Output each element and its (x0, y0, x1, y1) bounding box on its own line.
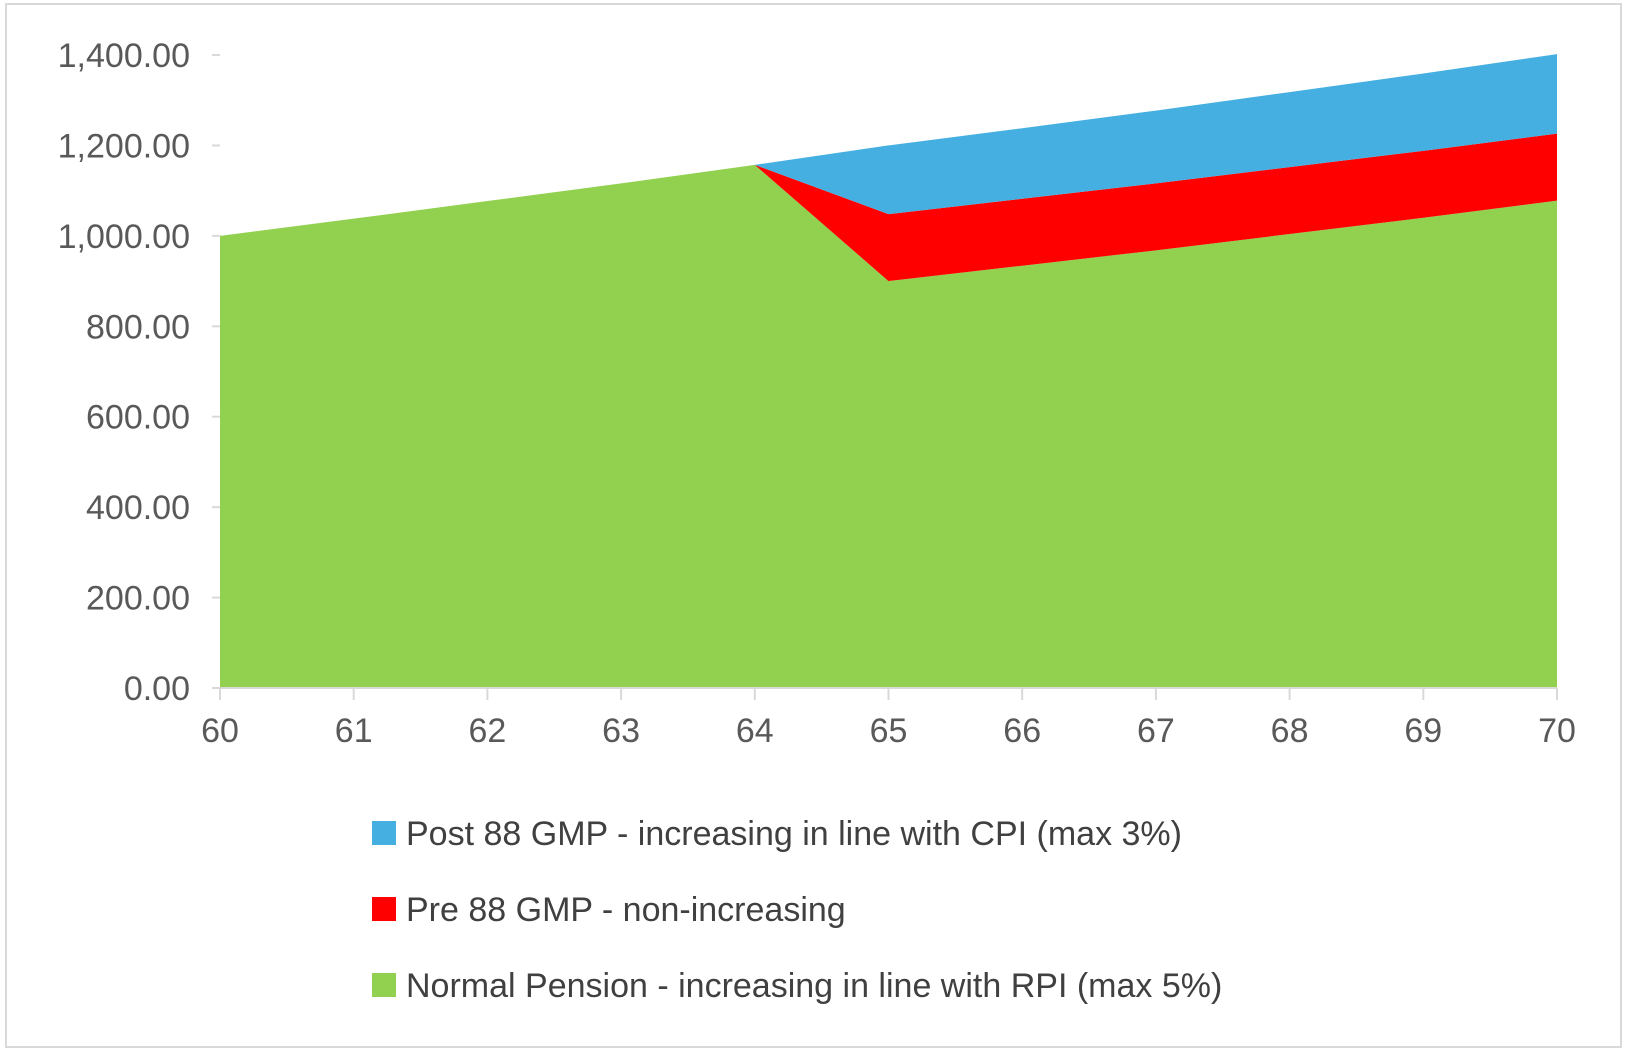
y-tick-label: 1,400.00 (58, 37, 190, 75)
x-tick-label: 70 (1538, 712, 1576, 750)
y-tick-label: 1,200.00 (58, 127, 190, 165)
legend-swatch (372, 973, 396, 997)
area-pre-88-gmp-non-increasing (220, 133, 1557, 282)
x-tick-label: 68 (1271, 712, 1309, 750)
axes: 60 61 62 63 64 65 66 67 68 69 70 0.00 200.00 400.00 60… (58, 37, 1576, 750)
legend-label: Post 88 GMP - increasing in line with CP… (406, 815, 1182, 853)
y-tick-label: 600.00 (86, 399, 190, 437)
y-tick-label: 200.00 (86, 580, 190, 618)
x-tick-label: 67 (1137, 712, 1175, 750)
x-tick-label: 60 (201, 712, 239, 750)
legend-swatch (372, 897, 396, 921)
x-tick-label: 63 (602, 712, 640, 750)
x-tick-label: 62 (468, 712, 506, 750)
x-tick-label: 65 (870, 712, 908, 750)
x-tick-label: 69 (1404, 712, 1442, 750)
area-normal-pension-increasing-in-line-with-rpi-max-5 (220, 164, 1557, 688)
legend-item-post-88-gmp-increasing-in-line-with-cpi-max-3: Post 88 GMP - increasing in line with CP… (372, 815, 1182, 853)
y-tick-label: 1,000.00 (58, 218, 190, 256)
legend-item-normal-pension-increasing-in-line-with-rpi-max-5: Normal Pension - increasing in line with… (372, 967, 1222, 1005)
x-tick-label: 64 (736, 712, 774, 750)
legend-swatch (372, 821, 396, 845)
y-tick-label: 800.00 (86, 308, 190, 346)
x-tick-label: 61 (335, 712, 373, 750)
legend-item-pre-88-gmp-non-increasing: Pre 88 GMP - non-increasing (372, 891, 846, 929)
y-tick-label: 400.00 (86, 489, 190, 527)
y-tick-label: 0.00 (124, 670, 190, 708)
legend: Post 88 GMP - increasing in line with CP… (372, 815, 1222, 1005)
legend-label: Normal Pension - increasing in line with… (406, 967, 1222, 1005)
plot-areas (220, 54, 1557, 688)
area-post-88-gmp-increasing-in-line-with-cpi-max-3 (220, 54, 1557, 236)
x-tick-label: 66 (1003, 712, 1041, 750)
legend-label: Pre 88 GMP - non-increasing (406, 891, 846, 929)
